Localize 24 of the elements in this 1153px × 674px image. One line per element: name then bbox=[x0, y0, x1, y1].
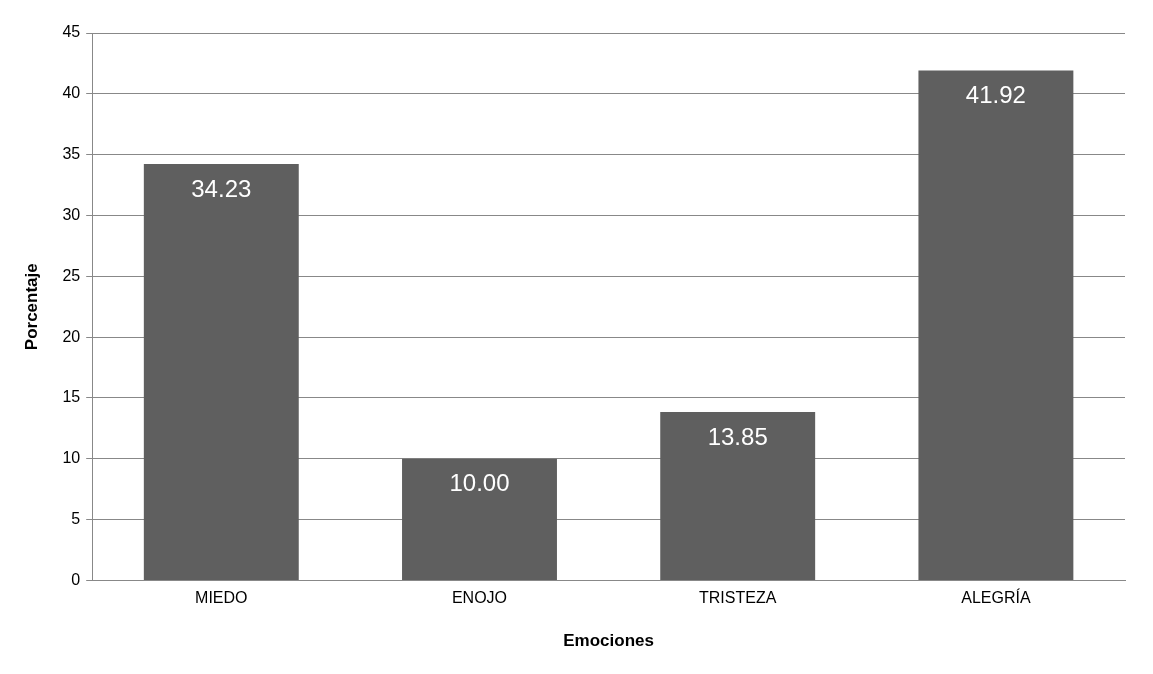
y-tick-label: 5 bbox=[71, 509, 81, 527]
bar bbox=[143, 164, 299, 580]
x-tick-label: ALEGRÍA bbox=[961, 588, 1031, 607]
data-label: 34.23 bbox=[191, 174, 252, 202]
y-tick-label: 0 bbox=[71, 570, 81, 588]
bar bbox=[918, 70, 1074, 580]
x-tick-label: TRISTEZA bbox=[699, 589, 777, 607]
bar bbox=[660, 411, 816, 580]
y-tick-label: 45 bbox=[62, 23, 81, 41]
x-axis-title: Emociones bbox=[563, 631, 654, 651]
y-tick-label: 20 bbox=[62, 327, 81, 345]
y-tick-label: 15 bbox=[62, 388, 81, 406]
y-tick-label: 25 bbox=[62, 266, 81, 284]
y-tick-label: 30 bbox=[62, 205, 81, 223]
x-tick-label: ENOJO bbox=[451, 589, 508, 607]
data-label: 10.00 bbox=[449, 469, 510, 497]
y-tick-label: 10 bbox=[62, 449, 81, 467]
data-label: 41.92 bbox=[965, 81, 1026, 109]
x-tick-label: MIEDO bbox=[195, 589, 248, 607]
y-axis-title: Porcentaje bbox=[21, 263, 41, 351]
data-label: 13.85 bbox=[707, 422, 768, 450]
y-tick-label: 35 bbox=[62, 145, 81, 163]
bar bbox=[402, 458, 557, 580]
y-tick-label: 40 bbox=[62, 84, 81, 102]
